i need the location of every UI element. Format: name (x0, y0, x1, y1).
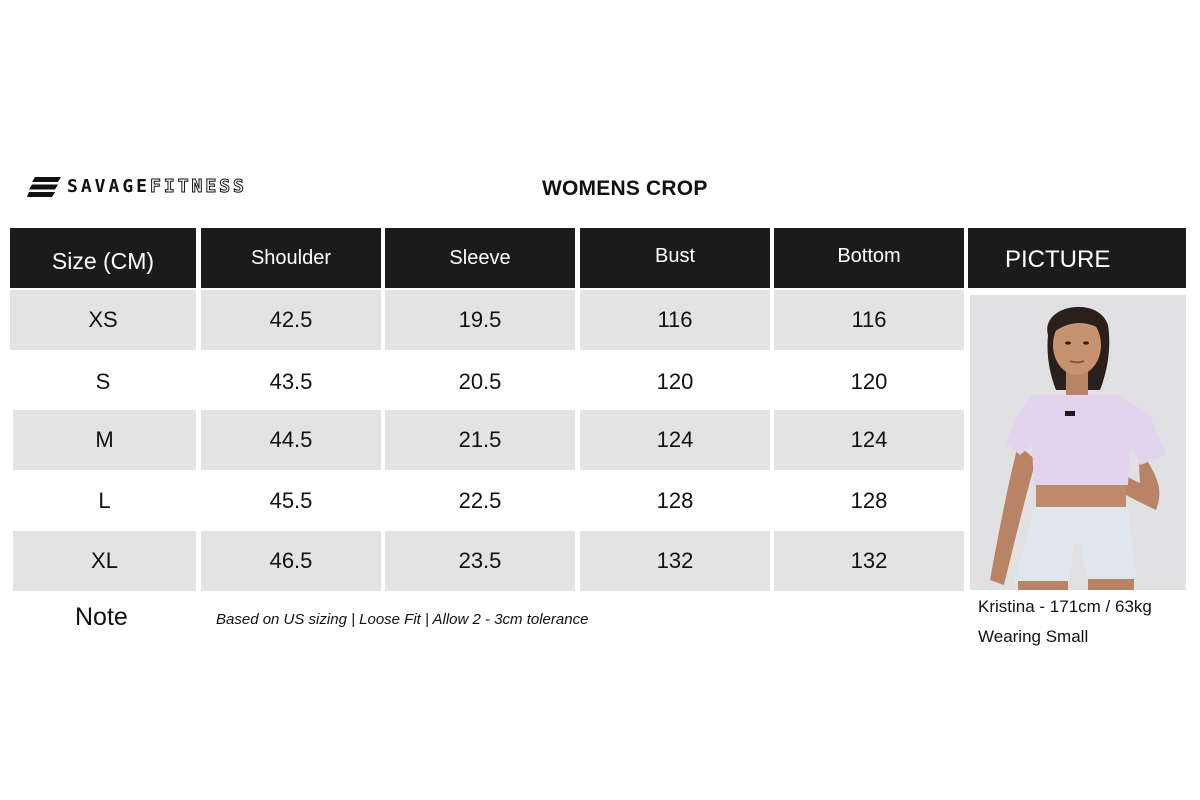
size-cell: M (13, 410, 196, 470)
sleeve-cell: 21.5 (385, 410, 575, 470)
sleeve-cell: 19.5 (385, 290, 575, 350)
shoulder-cell: 45.5 (269, 488, 313, 513)
bust-cell: 128 (656, 488, 694, 513)
header-sleeve: Sleeve (385, 228, 575, 288)
header-bottom: Bottom (774, 228, 964, 288)
shoulder-cell: 46.5 (201, 531, 381, 591)
model-figure (970, 295, 1186, 590)
model-caption-line1: Kristina - 171cm / 63kg (978, 597, 1152, 616)
sleeve-cell: 23.5 (385, 531, 575, 591)
page-title: WOMENS CROP (542, 177, 708, 200)
note-text: Based on US sizing | Loose Fit | Allow 2… (216, 611, 589, 628)
brand-word-fitness: FITNESS (150, 176, 247, 198)
model-caption-line2: Wearing Small (978, 627, 1089, 646)
bottom-cell: 120 (850, 369, 888, 394)
model-photo (970, 295, 1186, 590)
brand-wordmark: SAVAGEFITNESS (67, 175, 247, 199)
bottom-cell: 132 (774, 531, 964, 591)
bust-cell: 124 (580, 410, 770, 470)
sleeve-cell: 20.5 (458, 369, 502, 394)
bust-cell: 116 (580, 290, 770, 350)
header-picture: PICTURE (968, 228, 1186, 288)
brand-word-savage: SAVAGE (67, 176, 151, 197)
size-cell: S (95, 369, 111, 394)
speed-stripes-icon (27, 177, 61, 197)
bust-cell: 120 (656, 369, 694, 394)
sleeve-cell: 22.5 (458, 488, 502, 513)
size-cell: XS (10, 290, 196, 350)
bust-cell: 132 (580, 531, 770, 591)
bottom-cell: 124 (774, 410, 964, 470)
shoulder-cell: 43.5 (269, 369, 313, 394)
note-label: Note (75, 603, 128, 631)
shoulder-cell: 44.5 (201, 410, 381, 470)
shoulder-cell: 42.5 (201, 290, 381, 350)
brand-logo: SAVAGEFITNESS (27, 175, 247, 199)
bottom-cell: 116 (774, 290, 964, 350)
bottom-cell: 128 (850, 488, 888, 513)
size-cell: L (98, 488, 111, 513)
header-shoulder: Shoulder (201, 228, 381, 288)
header-bust: Bust (580, 228, 770, 288)
size-cell: XL (13, 531, 196, 591)
header-size: Size (CM) (10, 228, 196, 288)
